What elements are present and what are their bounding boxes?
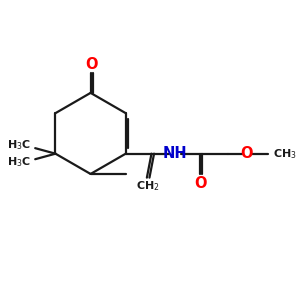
Text: CH$_2$: CH$_2$ [136,179,160,193]
Text: O: O [195,176,207,191]
Text: NH: NH [162,146,187,161]
Text: H$_3$C: H$_3$C [7,139,31,152]
Text: O: O [240,146,253,161]
Text: H$_3$C: H$_3$C [7,155,31,169]
Text: O: O [85,57,98,72]
Text: CH$_3$: CH$_3$ [273,147,297,160]
